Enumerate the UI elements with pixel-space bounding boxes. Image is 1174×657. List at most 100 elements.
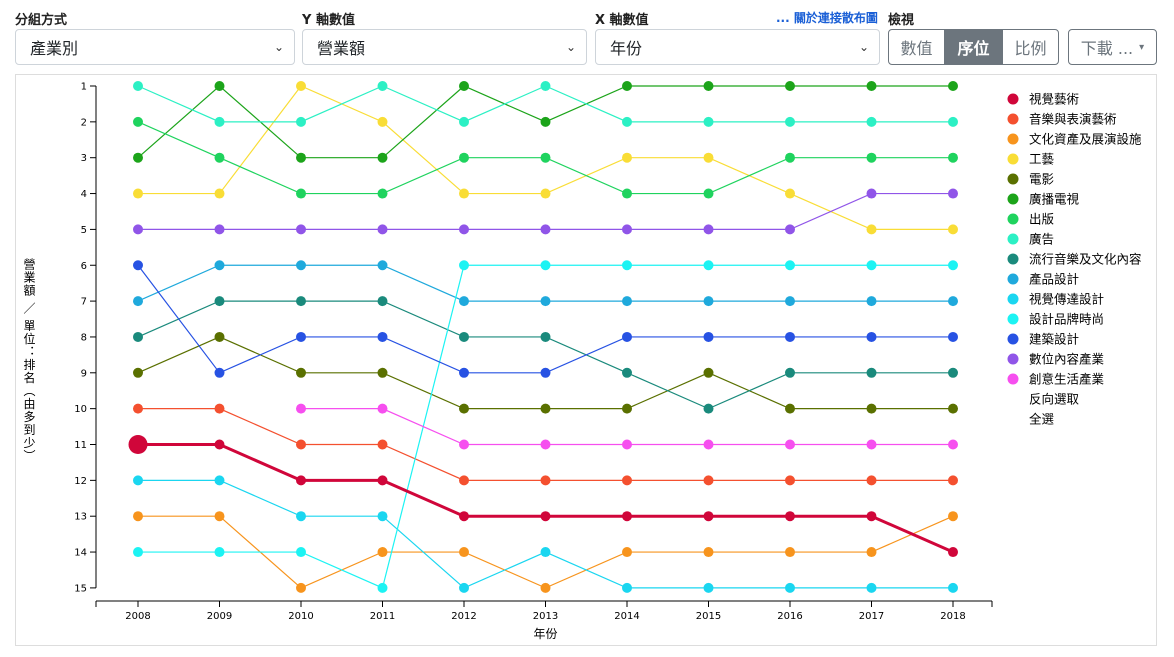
data-point: [785, 224, 795, 235]
x-axis-label: X 軸數值: [595, 13, 649, 28]
data-point: [214, 547, 225, 558]
data-point: [214, 475, 225, 486]
data-point: [459, 547, 469, 558]
view-ratio-button[interactable]: 比例: [1002, 29, 1059, 65]
data-point: [377, 152, 388, 163]
data-point: [948, 260, 958, 271]
legend-swatch: [1007, 313, 1019, 325]
data-point: [540, 260, 551, 271]
data-point: [622, 296, 632, 307]
series-line: [137, 264, 953, 302]
data-point: [703, 439, 714, 450]
data-point: [866, 511, 877, 522]
legend-select-all[interactable]: 全選: [1029, 412, 1055, 427]
legend-item[interactable]: 工藝: [1007, 152, 1055, 167]
scatter-info-link[interactable]: ... 關於連接散布圖: [776, 11, 878, 25]
data-point: [866, 331, 877, 342]
data-point: [296, 439, 306, 450]
data-point: [214, 403, 225, 414]
data-point: [785, 547, 795, 558]
series-8: [133, 81, 958, 127]
data-point: [785, 403, 795, 414]
y-axis-title: 營業額 ／ 單位：排名（由多到少）: [22, 258, 36, 463]
legend-item[interactable]: 設計品牌時尚: [1007, 312, 1105, 327]
y-tick-label: 10: [74, 404, 87, 415]
legend-swatch: [1007, 273, 1019, 285]
legend-item[interactable]: 音樂與表演藝術: [1007, 112, 1117, 127]
data-point: [622, 260, 632, 271]
legend-item[interactable]: 流行音樂及文化內容: [1007, 252, 1142, 267]
data-point: [866, 224, 877, 235]
x-axis-select[interactable]: 年份 ⌄: [595, 29, 880, 65]
data-point: [133, 81, 143, 91]
legend-item[interactable]: 創意生活產業: [1007, 372, 1105, 387]
legend-item[interactable]: 建築設計: [1007, 332, 1080, 347]
data-point: [459, 331, 469, 342]
legend-item[interactable]: 廣告: [1007, 232, 1055, 247]
data-point: [296, 511, 306, 522]
data-point: [214, 81, 225, 91]
y-tick-label: 1: [81, 82, 87, 93]
data-point: [948, 439, 958, 450]
view-value-button[interactable]: 數值: [888, 29, 945, 65]
view-rank-button[interactable]: 序位: [945, 29, 1002, 65]
data-point: [377, 331, 388, 342]
data-point: [785, 582, 795, 593]
legend-item[interactable]: 數位內容產業: [1007, 352, 1105, 367]
data-point: [540, 547, 551, 558]
data-point: [866, 188, 877, 199]
x-tick-label: 2009: [207, 611, 232, 622]
data-point: [296, 224, 306, 235]
data-point: [785, 296, 795, 307]
data-point: [377, 547, 388, 558]
data-point: [459, 403, 469, 414]
view-label: 檢視: [888, 13, 915, 28]
data-point: [703, 547, 714, 558]
legend-swatch: [1007, 153, 1019, 165]
download-button[interactable]: 下載 ... ▾: [1068, 29, 1157, 65]
data-point: [866, 116, 877, 127]
data-point: [540, 188, 551, 199]
data-point: [622, 403, 632, 414]
legend-label: 出版: [1029, 212, 1055, 227]
legend-item[interactable]: 文化資產及展演設施: [1007, 132, 1143, 147]
data-point: [540, 152, 551, 163]
legend-label: 工藝: [1029, 152, 1054, 167]
legend-swatch: [1007, 253, 1019, 265]
y-axis-select[interactable]: 營業額 ⌄: [302, 29, 587, 65]
data-point: [703, 367, 714, 378]
group-select[interactable]: 產業別 ⌄: [15, 29, 295, 65]
legend-item[interactable]: 出版: [1007, 212, 1055, 227]
data-point: [703, 582, 714, 593]
legend-item[interactable]: 廣播電視: [1007, 192, 1080, 207]
data-point: [459, 582, 469, 593]
data-point: [785, 116, 795, 127]
data-point: [214, 116, 225, 127]
legend-label: 文化資產及展演設施: [1029, 132, 1142, 147]
legend-item[interactable]: 產品設計: [1007, 272, 1080, 287]
data-point: [128, 435, 148, 454]
data-point: [133, 224, 143, 235]
data-point: [703, 224, 714, 235]
legend-item[interactable]: 視覺傳達設計: [1007, 292, 1105, 307]
legend: 視覺藝術音樂與表演藝術文化資產及展演設施工藝電影廣播電視出版廣告流行音樂及文化內…: [1007, 92, 1143, 427]
data-point: [296, 116, 306, 127]
series-7: [133, 116, 958, 199]
legend-swatch: [1007, 293, 1019, 305]
legend-item[interactable]: 視覺藝術: [1007, 92, 1080, 107]
legend-label: 建築設計: [1029, 332, 1079, 347]
data-point: [866, 475, 877, 486]
group-select-value: 產業別: [30, 39, 79, 58]
data-point: [540, 582, 551, 593]
data-point: [948, 367, 958, 378]
data-point: [866, 403, 877, 414]
legend-invert-selection[interactable]: 反向選取: [1029, 392, 1080, 407]
data-point: [785, 188, 795, 199]
data-point: [866, 152, 877, 163]
data-point: [703, 260, 714, 271]
data-point: [133, 475, 143, 486]
series-5: [133, 331, 958, 414]
data-point: [296, 296, 306, 307]
legend-item[interactable]: 電影: [1007, 172, 1055, 187]
